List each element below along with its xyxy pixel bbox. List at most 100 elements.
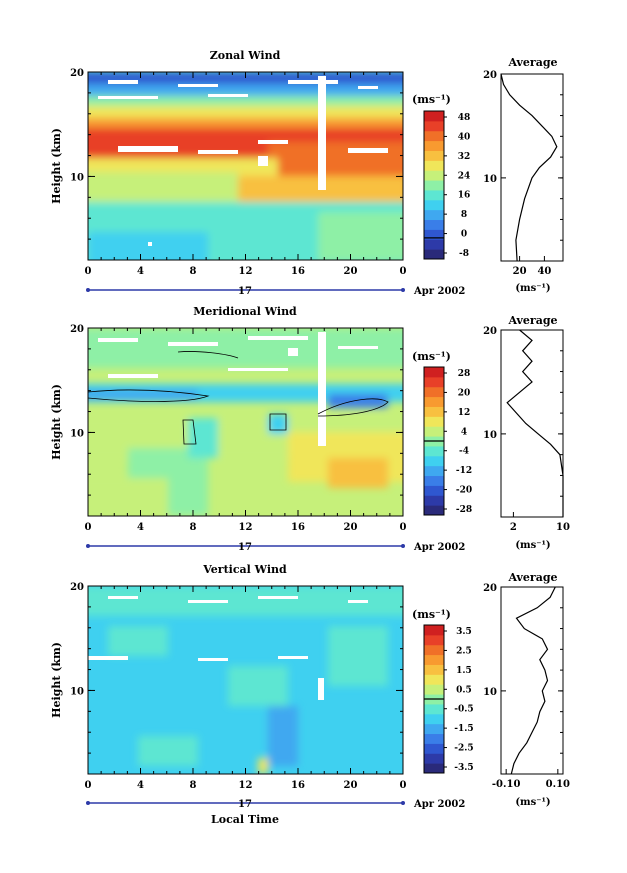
meridional-colorbar-swatch xyxy=(424,367,444,378)
zonal-day-label: 17 xyxy=(238,286,252,297)
vertical-unit-label: (ms⁻¹) xyxy=(412,608,451,621)
vertical-title: Vertical Wind xyxy=(202,563,287,576)
meridional-profile: 2 10 10 20 xyxy=(483,326,570,533)
zonal-profile-title: Average xyxy=(507,56,557,69)
meridional-x-tick-label: 0 xyxy=(400,522,407,533)
meridional-colorbar-swatch xyxy=(424,406,444,417)
zonal-x-tick-label: 4 xyxy=(137,266,144,277)
meridional-colorbar-tick-label: -20 xyxy=(456,486,472,496)
vertical-colorbar-swatch xyxy=(424,625,444,636)
vertical-x-tick-label: 16 xyxy=(291,780,305,791)
vertical-profile-x-tick-label: -0.10 xyxy=(492,779,521,790)
meridional-colorbar-swatch xyxy=(424,396,444,407)
vertical-x-tick-label: 0 xyxy=(85,780,92,791)
meridional-colorbar-swatch xyxy=(424,495,444,506)
meridional-x-axis: 0 4 8 12 16 20 0 xyxy=(85,328,407,533)
meridional-x-tick-label: 12 xyxy=(239,522,253,533)
meridional-profile-line xyxy=(506,329,564,517)
meridional-profile-y-tick-label: 10 xyxy=(483,430,497,441)
vertical-profile-unit: (ms⁻¹) xyxy=(515,797,550,808)
vertical-colorbar: 3.5 2.5 1.5 0.5 -0.5 -1.5 -2.5 -3.5 xyxy=(423,624,474,774)
vertical-heatmap xyxy=(88,586,403,774)
vertical-y-tick-label: 20 xyxy=(70,582,84,593)
zonal-colorbar-tick-label: 8 xyxy=(461,210,467,220)
vertical-colorbar-swatch xyxy=(424,654,444,665)
vertical-date-label: Apr 2002 xyxy=(413,799,465,810)
zonal-title: Zonal Wind xyxy=(210,49,281,62)
zonal-colorbar-tick-label: -8 xyxy=(459,249,469,259)
vertical-x-tick-label: 12 xyxy=(239,780,253,791)
zonal-profile-x-tick-label: 40 xyxy=(537,266,551,277)
meridional-x-tick-label: 0 xyxy=(85,522,92,533)
zonal-colorbar-tick-label: 24 xyxy=(458,171,471,181)
zonal-colorbar-swatch xyxy=(424,219,444,230)
vertical-colorbar-tick-label: 0.5 xyxy=(456,685,472,695)
vertical-profile: -0.10 0.10 10 20 xyxy=(483,583,570,790)
zonal-colorbar-swatch xyxy=(424,189,444,201)
vertical-colorbar-swatch xyxy=(424,634,444,646)
meridional-colorbar-swatch xyxy=(424,386,444,398)
x-axis-label: Local Time xyxy=(211,813,279,826)
vertical-x-tick-label: 0 xyxy=(400,780,407,791)
panel-meridional: Meridional Wind xyxy=(50,305,570,553)
meridional-colorbar-swatch xyxy=(424,445,444,457)
meridional-day-bar: 17 xyxy=(86,542,405,553)
vertical-colorbar-tick-label: -3.5 xyxy=(454,763,473,773)
zonal-profile-unit: (ms⁻¹) xyxy=(515,283,550,294)
meridional-unit-label: (ms⁻¹) xyxy=(412,350,451,363)
meridional-profile-x-tick-label: 2 xyxy=(510,522,517,533)
vertical-profile-line xyxy=(510,586,556,775)
zonal-colorbar-tick-label: 0 xyxy=(461,230,467,240)
zonal-colorbar-swatch xyxy=(424,140,444,151)
vertical-colorbar-swatch xyxy=(424,644,444,656)
vertical-profile-x-tick-label: 0.10 xyxy=(546,779,570,790)
meridional-colorbar-tick-label: -12 xyxy=(456,466,472,476)
vertical-x-tick-label: 8 xyxy=(190,780,197,791)
zonal-x-tick-label: 0 xyxy=(400,266,407,277)
vertical-colorbar-tick-label: 2.5 xyxy=(456,646,472,656)
zonal-date-label: Apr 2002 xyxy=(413,286,465,297)
meridional-colorbar-swatch xyxy=(424,376,444,388)
zonal-profile-y-tick-label: 10 xyxy=(483,174,497,185)
vertical-profile-y-tick-label: 10 xyxy=(483,687,497,698)
zonal-colorbar-swatch xyxy=(424,239,444,250)
meridional-title: Meridional Wind xyxy=(193,305,297,318)
zonal-y-tick-label: 10 xyxy=(70,172,84,183)
meridional-x-tick-label: 16 xyxy=(291,522,305,533)
vertical-colorbar-tick-label: 1.5 xyxy=(456,666,472,676)
zonal-x-tick-label: 0 xyxy=(85,266,92,277)
zonal-colorbar-tick-label: 40 xyxy=(458,132,471,142)
zonal-colorbar-swatch xyxy=(424,199,444,211)
zonal-unit-label: (ms⁻¹) xyxy=(412,93,451,106)
meridional-colorbar-swatch xyxy=(424,455,444,467)
meridional-profile-x-tick-label: 10 xyxy=(556,522,570,533)
zonal-colorbar-swatch xyxy=(424,229,444,240)
vertical-colorbar-tick-label: -1.5 xyxy=(454,724,473,734)
zonal-colorbar-swatch xyxy=(424,160,444,171)
meridional-date-label: Apr 2002 xyxy=(413,542,465,553)
vertical-profile-y-tick-label: 20 xyxy=(483,583,497,594)
vertical-y-label: Height (km) xyxy=(50,642,63,718)
vertical-colorbar-swatch xyxy=(424,723,444,735)
zonal-x-axis: 0 4 8 12 16 20 0 xyxy=(85,72,407,277)
meridional-y-axis: 10 20 xyxy=(70,324,403,517)
vertical-colorbar-swatch xyxy=(424,703,444,715)
vertical-colorbar-swatch xyxy=(424,713,444,725)
zonal-y-axis: 10 20 xyxy=(70,68,403,261)
zonal-x-tick-label: 20 xyxy=(344,266,358,277)
zonal-colorbar-tick-label: 48 xyxy=(458,113,471,123)
vertical-y-tick-label: 10 xyxy=(70,686,84,697)
zonal-x-tick-label: 16 xyxy=(291,266,305,277)
zonal-colorbar-swatch xyxy=(424,249,444,260)
vertical-profile-title: Average xyxy=(507,571,557,584)
vertical-colorbar-swatch xyxy=(424,674,444,685)
vertical-colorbar-tick-label: -2.5 xyxy=(454,744,473,754)
meridional-profile-y-tick-label: 20 xyxy=(483,326,497,337)
vertical-colorbar-tick-label: -0.5 xyxy=(454,705,473,715)
vertical-colorbar-swatch xyxy=(424,763,444,774)
meridional-colorbar-tick-label: 20 xyxy=(458,388,471,398)
zonal-heatmap xyxy=(88,72,403,260)
zonal-colorbar-frame xyxy=(423,110,445,260)
meridional-y-tick-label: 20 xyxy=(70,324,84,335)
